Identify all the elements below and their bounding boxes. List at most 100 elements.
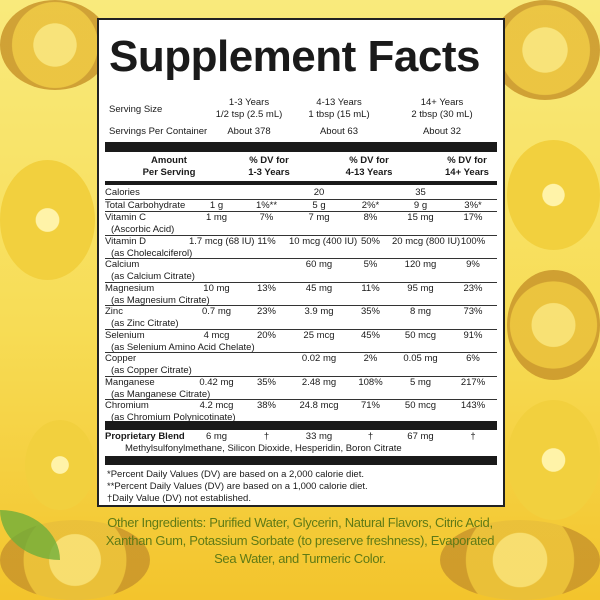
blend-ingredients: Methylsulfonylmethane, Silicon Dioxide, … bbox=[125, 442, 402, 454]
nutrient-cell: 1 g bbox=[209, 200, 224, 211]
nutrient-name: Magnesium bbox=[105, 283, 155, 294]
header-text: % DV for bbox=[349, 155, 389, 166]
nutrient-cell: 11% bbox=[361, 283, 380, 294]
header-dv1: % DV for 1-3 Years bbox=[234, 155, 304, 178]
nutrient-cell: 8% bbox=[363, 212, 378, 223]
cell: † bbox=[470, 431, 476, 442]
nutrient-cell: 20 bbox=[313, 187, 325, 198]
nutrient-cell: 45% bbox=[360, 330, 380, 341]
nutrient-cell: 73% bbox=[463, 306, 483, 317]
nutrient-cell: 7 mg bbox=[308, 212, 330, 223]
nutrient-cell: 10 mg bbox=[203, 283, 230, 294]
servings-value: About 63 bbox=[319, 126, 359, 137]
nutrient-cell: 3%* bbox=[464, 200, 482, 211]
header-text: Per Serving bbox=[142, 166, 196, 178]
nutrient-name: Calcium bbox=[105, 259, 140, 270]
serving-amount: 2 tbsp (30 mL) bbox=[411, 109, 473, 120]
pineapple-decoration bbox=[507, 270, 600, 380]
nutrient-cell: 11% bbox=[257, 236, 276, 247]
cell: 67 mg bbox=[407, 431, 434, 442]
nutrient-row: Copper 0.02 mg 2% 0.05 mg 6% (as Copper Citra… bbox=[105, 352, 497, 376]
serving-age: 14+ Years bbox=[420, 97, 464, 108]
nutrient-cell: 35 bbox=[415, 187, 426, 198]
cell: † bbox=[367, 431, 374, 442]
nutrient-cell bbox=[349, 187, 392, 199]
nutrient-row: Calcium 60 mg 5% 120 mg 9% (as Calcium Citrat… bbox=[105, 258, 497, 282]
nutrient-cell: 60 mg bbox=[305, 259, 333, 270]
cell: 6 mg bbox=[205, 431, 228, 442]
nutrient-source: (as Selenium Amino Acid Chelate) bbox=[111, 341, 255, 353]
nutrient-name: Vitamin C bbox=[105, 212, 147, 223]
label-title: Supplement Facts bbox=[109, 32, 480, 81]
nutrient-cell: 2% bbox=[363, 353, 378, 364]
nutrient-cell: 6% bbox=[466, 353, 480, 364]
proprietary-blend-row: Proprietary Blend 6 mg † 33 mg † 67 mg †… bbox=[105, 431, 497, 454]
nutrient-source: (as Manganese Citrate) bbox=[111, 388, 211, 400]
divider-thick bbox=[105, 421, 497, 430]
nutrient-cell: 23% bbox=[463, 283, 483, 294]
nutrient-cell: 23% bbox=[256, 306, 276, 317]
nutrient-cell bbox=[189, 353, 244, 365]
nutrient-cell: 5 g bbox=[312, 200, 326, 211]
nutrient-cell: 38% bbox=[256, 400, 276, 411]
nutrient-name: Vitamin D bbox=[105, 236, 147, 247]
other-ingredients: Other Ingredients: Purified Water, Glyce… bbox=[105, 515, 495, 566]
nutrient-cell: 0.42 mg bbox=[199, 377, 234, 388]
serving-age: 4-13 Years bbox=[316, 97, 362, 108]
nutrient-cell bbox=[449, 187, 497, 199]
footnote: *Percent Daily Values (DV) are based on … bbox=[107, 469, 364, 480]
serving-size-label: Serving Size bbox=[109, 104, 163, 115]
nutrient-name: Total Carbohydrate bbox=[105, 200, 186, 211]
nutrient-source: (as Chromium Polynicotinate) bbox=[111, 411, 236, 423]
nutrient-cell: 15 mg bbox=[407, 212, 434, 223]
header-text: % DV for bbox=[249, 155, 289, 166]
servings-value: About 32 bbox=[422, 126, 462, 137]
nutrient-cell: 0.02 mg bbox=[301, 353, 337, 364]
pineapple-slice-decoration bbox=[507, 140, 600, 250]
nutrient-row: Zinc 0.7 mg 23% 3.9 mg 35% 8 mg 73% (as Zinc Ci… bbox=[105, 305, 497, 329]
nutrient-name: Calories bbox=[105, 187, 140, 198]
nutrient-cell: 24.8 mcg bbox=[299, 400, 339, 411]
nutrient-cell: 50% bbox=[360, 236, 380, 247]
header-text: 1-3 Years bbox=[248, 166, 290, 178]
pineapple-slice-decoration bbox=[25, 420, 95, 510]
nutrient-cell: 143% bbox=[460, 400, 486, 411]
pineapple-decoration bbox=[440, 520, 600, 600]
nutrient-source: (Ascorbic Acid) bbox=[111, 223, 175, 235]
nutrient-cell: 217% bbox=[460, 377, 486, 388]
nutrient-source: (as Calcium Citrate) bbox=[111, 270, 195, 282]
nutrient-cell: 9 g bbox=[413, 200, 428, 211]
nutrient-cell bbox=[244, 187, 289, 199]
header-text: Amount bbox=[151, 155, 187, 166]
nutrient-name: Copper bbox=[105, 353, 137, 364]
nutrient-cell: 120 mg bbox=[404, 259, 437, 270]
nutrient-cell: 71% bbox=[360, 400, 380, 411]
divider-medium bbox=[105, 181, 497, 185]
nutrient-cell: 35% bbox=[360, 306, 380, 317]
pineapple-slice-decoration bbox=[0, 160, 95, 280]
nutrient-cell: 2.48 mg bbox=[301, 377, 337, 388]
nutrient-source: (as Magnesium Citrate) bbox=[111, 294, 210, 306]
nutrient-row: Magnesium 10 mg 13% 45 mg 11% 95 mg 23% (as Mag… bbox=[105, 282, 497, 306]
nutrient-cell: 95 mg bbox=[407, 283, 434, 294]
nutrient-cell: 45 mg bbox=[305, 283, 333, 294]
nutrient-cell: 1.7 mcg (68 IU) bbox=[189, 236, 255, 247]
nutrient-cell: 5 mg bbox=[409, 377, 432, 388]
nutrient-row: Vitamin D 1.7 mcg (68 IU) 11% 10 mcg (400 I… bbox=[105, 235, 497, 259]
header-dv3: % DV for 14+ Years bbox=[432, 155, 502, 178]
nutrient-cell: 35% bbox=[256, 377, 276, 388]
nutrient-cell: 17% bbox=[463, 212, 483, 223]
nutrient-cell: 0.05 mg bbox=[403, 353, 438, 364]
nutrient-cell: 13% bbox=[256, 283, 276, 294]
header-dv2: % DV for 4-13 Years bbox=[334, 155, 404, 178]
nutrient-cell: 0.7 mg bbox=[201, 306, 232, 317]
nutrient-cell: 1 mg bbox=[205, 212, 228, 223]
nutrient-cell bbox=[244, 259, 289, 271]
footnote: †Daily Value (DV) not established. bbox=[107, 493, 251, 504]
nutrient-cell bbox=[189, 187, 244, 199]
nutrient-cell: 4.2 mcg bbox=[199, 400, 234, 411]
nutrient-row: Calories 20 35 bbox=[105, 187, 497, 199]
serving-amount: 1/2 tsp (2.5 mL) bbox=[215, 109, 283, 120]
nutrient-cell: 10 mcg (400 IU) bbox=[289, 236, 358, 247]
pineapple-slice-decoration bbox=[507, 400, 600, 520]
